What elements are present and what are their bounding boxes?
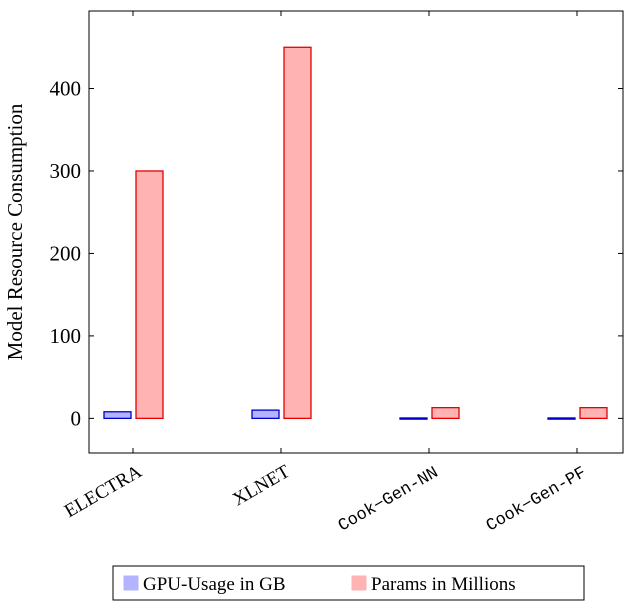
- bar-params-0: [135, 170, 164, 420]
- legend-swatch-0: [123, 575, 139, 591]
- x-category-label-2: Cook−Gen-NN: [335, 464, 442, 537]
- bar-gpu-2: [399, 417, 428, 420]
- legend-box: [112, 565, 585, 601]
- bar-params-2: [431, 406, 460, 420]
- y-tick-label-1: 100: [50, 324, 82, 348]
- x-category-label-3: Cook−Gen-PF: [483, 464, 590, 537]
- x-category-label-0: ELECTRA: [61, 461, 146, 522]
- bar-gpu-3: [547, 417, 576, 420]
- y-tick-label-3: 300: [50, 159, 82, 183]
- legend-label-0: GPU-Usage in GB: [143, 574, 286, 595]
- y-tick-label-0: 0: [71, 406, 82, 430]
- bar-params-1: [283, 46, 312, 420]
- bar-gpu-1: [251, 409, 280, 420]
- bar-params-3: [579, 406, 608, 420]
- x-category-label-1: XLNET: [229, 461, 294, 511]
- bar-gpu-0: [103, 411, 132, 420]
- y-tick-label-2: 200: [50, 241, 82, 265]
- legend-label-1: Params in Millions: [371, 574, 516, 595]
- plot-area-frame: [88, 10, 624, 454]
- y-tick-label-4: 400: [50, 77, 82, 101]
- bars-layer: [103, 46, 608, 420]
- legend-swatch-1: [351, 575, 367, 591]
- legend: GPU-Usage in GB Params in Millions: [112, 565, 585, 601]
- y-axis-label: Model Resource Consumption: [3, 103, 27, 360]
